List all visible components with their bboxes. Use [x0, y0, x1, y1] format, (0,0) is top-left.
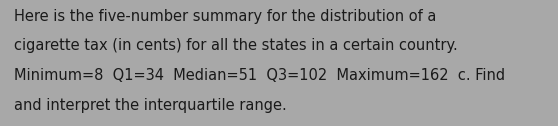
Text: Here is the five-number summary for the distribution of a: Here is the five-number summary for the …	[14, 9, 436, 24]
Text: Minimum=8  Q1=34  Median=51  Q3=102  Maximum=162  c. Find: Minimum=8 Q1=34 Median=51 Q3=102 Maximum…	[14, 68, 505, 83]
Text: and interpret the interquartile range.: and interpret the interquartile range.	[14, 98, 287, 113]
Text: cigarette tax (in cents) for all the states in a certain country.: cigarette tax (in cents) for all the sta…	[14, 38, 458, 53]
